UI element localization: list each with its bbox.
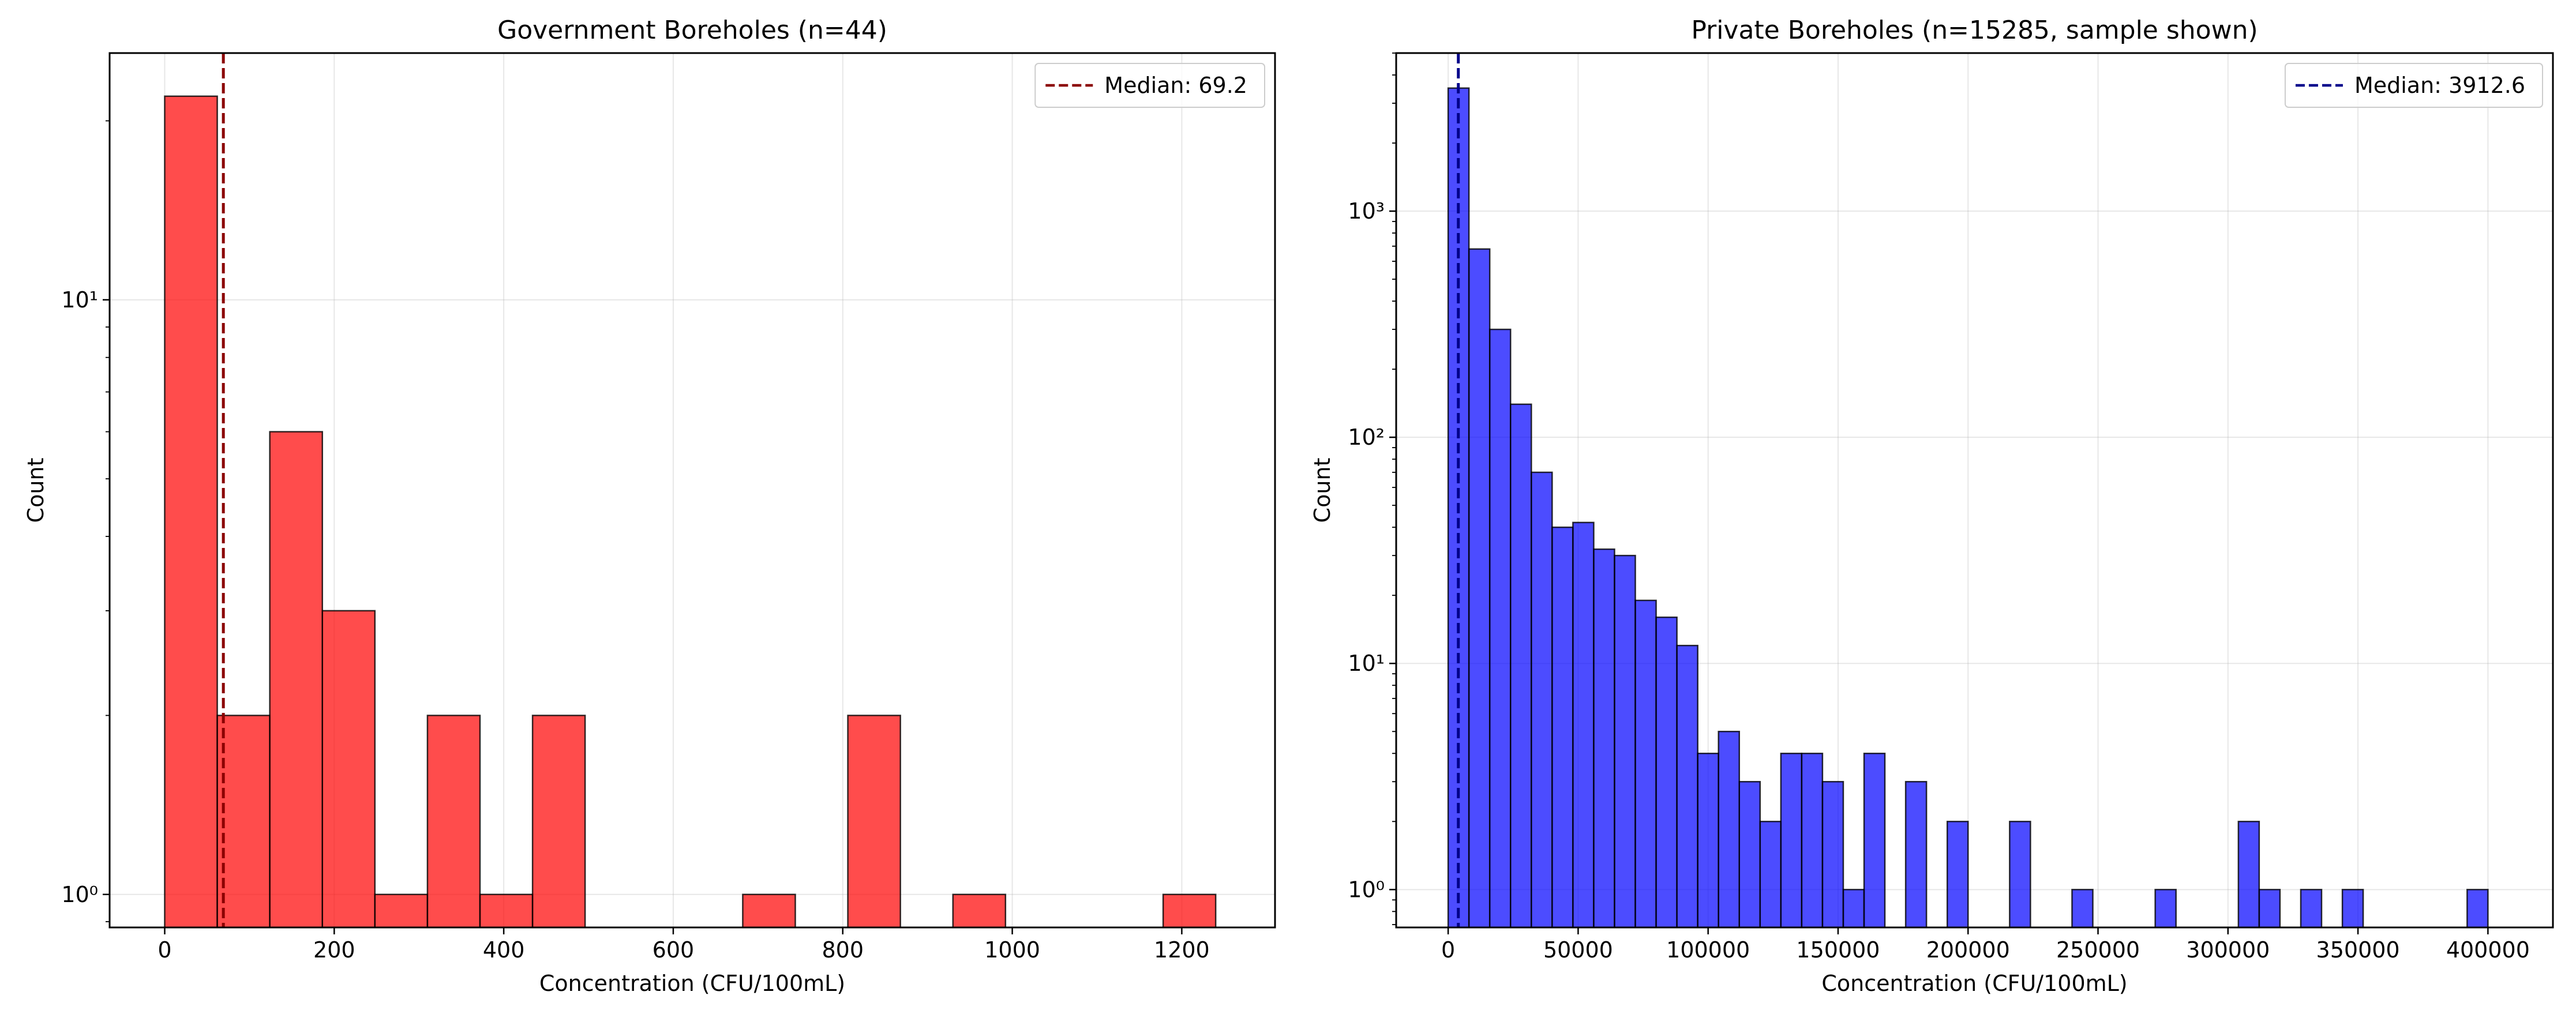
y-tick-label: 10² — [1348, 425, 1385, 450]
y-axis-ticks: 10⁰ 10¹ 10² 10³ — [1348, 52, 1396, 925]
histogram-bar — [1863, 753, 1886, 929]
histogram-bar — [1614, 554, 1636, 929]
histogram-bar — [1738, 781, 1761, 929]
x-axis-label: Concentration (CFU/100mL) — [539, 971, 845, 996]
grid-lines — [110, 53, 1275, 927]
histogram-bar — [2154, 889, 2177, 929]
legend-box — [1034, 63, 1265, 108]
histogram-bar — [2237, 821, 2260, 929]
x-axis-ticks: 0 50000 100000 150000 200000 250000 300000 3500… — [1441, 927, 2530, 963]
histogram-bar — [1468, 248, 1491, 929]
histogram-bar — [2341, 889, 2364, 929]
histogram-bar — [1572, 521, 1595, 929]
histogram-bar — [1655, 616, 1678, 929]
y-axis-label: Count — [23, 458, 48, 523]
x-axis-label: Concentration (CFU/100mL) — [1821, 971, 2127, 996]
y-tick-label: 10¹ — [1348, 651, 1385, 676]
histogram-bar — [1904, 781, 1928, 929]
x-tick-label: 800 — [822, 937, 864, 963]
y-axis-label: Count — [1310, 458, 1335, 523]
histogram-bar — [426, 715, 481, 929]
histogram-bar — [2258, 889, 2281, 929]
legend-median-label: Median: 3912.6 — [2354, 73, 2525, 98]
histogram-bar — [269, 431, 323, 929]
histogram-bar — [2071, 889, 2094, 929]
x-tick-label: 400000 — [2446, 937, 2530, 963]
x-tick-label: 1200 — [1154, 937, 1210, 963]
histogram-bar — [164, 95, 218, 929]
histogram-bar — [1509, 403, 1532, 929]
histogram-bar — [1718, 731, 1740, 929]
histogram-bar — [1162, 893, 1217, 929]
x-tick-label: 50000 — [1543, 937, 1613, 963]
x-tick-label: 400 — [483, 937, 525, 963]
histogram-bar — [216, 715, 271, 929]
histogram-bar — [374, 893, 429, 929]
histogram-bar — [321, 610, 376, 929]
y-tick-label: 10¹ — [61, 287, 98, 313]
legend-median-label: Median: 69.2 — [1104, 73, 1247, 98]
chart-title: Government Boreholes (n=44) — [497, 16, 887, 45]
histogram-bar — [1488, 328, 1512, 929]
histogram-bar — [1697, 753, 1719, 929]
y-axis-ticks: 10⁰ 10¹ — [61, 120, 110, 922]
histogram-bar — [1634, 599, 1657, 929]
histogram-bar — [1780, 753, 1803, 929]
histogram-bar — [2009, 821, 2031, 929]
histogram-bars — [164, 95, 1217, 929]
histogram-bar — [847, 715, 901, 929]
histogram-bar — [531, 715, 586, 929]
plot-frame — [108, 52, 1276, 929]
histogram-bar — [1531, 471, 1553, 929]
x-axis-ticks: 0 200 400 600 800 1000 1200 — [158, 927, 1210, 963]
histogram-bar — [1551, 526, 1574, 929]
histogram-bar — [742, 893, 796, 929]
x-tick-label: 200000 — [1926, 937, 2010, 963]
histogram-bar — [1842, 889, 1865, 929]
x-tick-label: 0 — [1441, 937, 1455, 963]
government-boreholes-chart: 0 200 400 600 800 1000 1200 10⁰ 10¹ Government … — [23, 16, 1276, 996]
histogram-bar — [1821, 781, 1844, 929]
histogram-bar — [1759, 821, 1782, 929]
histogram-bar — [952, 893, 1007, 929]
chart-title: Private Boreholes (n=15285, sample shown… — [1691, 16, 2258, 45]
histogram-bar — [1801, 753, 1824, 929]
x-tick-label: 0 — [158, 937, 171, 963]
private-boreholes-chart: 0 50000 100000 150000 200000 250000 300000 3500… — [1310, 16, 2554, 996]
x-tick-label: 100000 — [1666, 937, 1750, 963]
x-tick-label: 600 — [653, 937, 695, 963]
x-tick-label: 350000 — [2316, 937, 2400, 963]
y-tick-label: 10³ — [1348, 198, 1385, 224]
histogram-bar — [2466, 889, 2489, 929]
histogram-bar — [479, 893, 534, 929]
legend-box — [2284, 63, 2543, 108]
x-tick-label: 250000 — [2056, 937, 2140, 963]
histogram-bar — [1593, 548, 1615, 929]
x-tick-label: 150000 — [1796, 937, 1880, 963]
histogram-bar — [2300, 889, 2323, 929]
histogram-bar — [1676, 644, 1698, 929]
y-tick-label: 10⁰ — [61, 882, 98, 907]
plot-frame — [1395, 52, 2554, 929]
histogram-bar — [1946, 821, 1969, 929]
x-tick-label: 300000 — [2186, 937, 2270, 963]
legend: Median: 69.2 — [1034, 63, 1265, 108]
x-tick-label: 200 — [313, 937, 355, 963]
y-tick-label: 10⁰ — [1348, 877, 1385, 902]
legend: Median: 3912.6 — [2284, 63, 2543, 108]
x-tick-label: 1000 — [984, 937, 1040, 963]
